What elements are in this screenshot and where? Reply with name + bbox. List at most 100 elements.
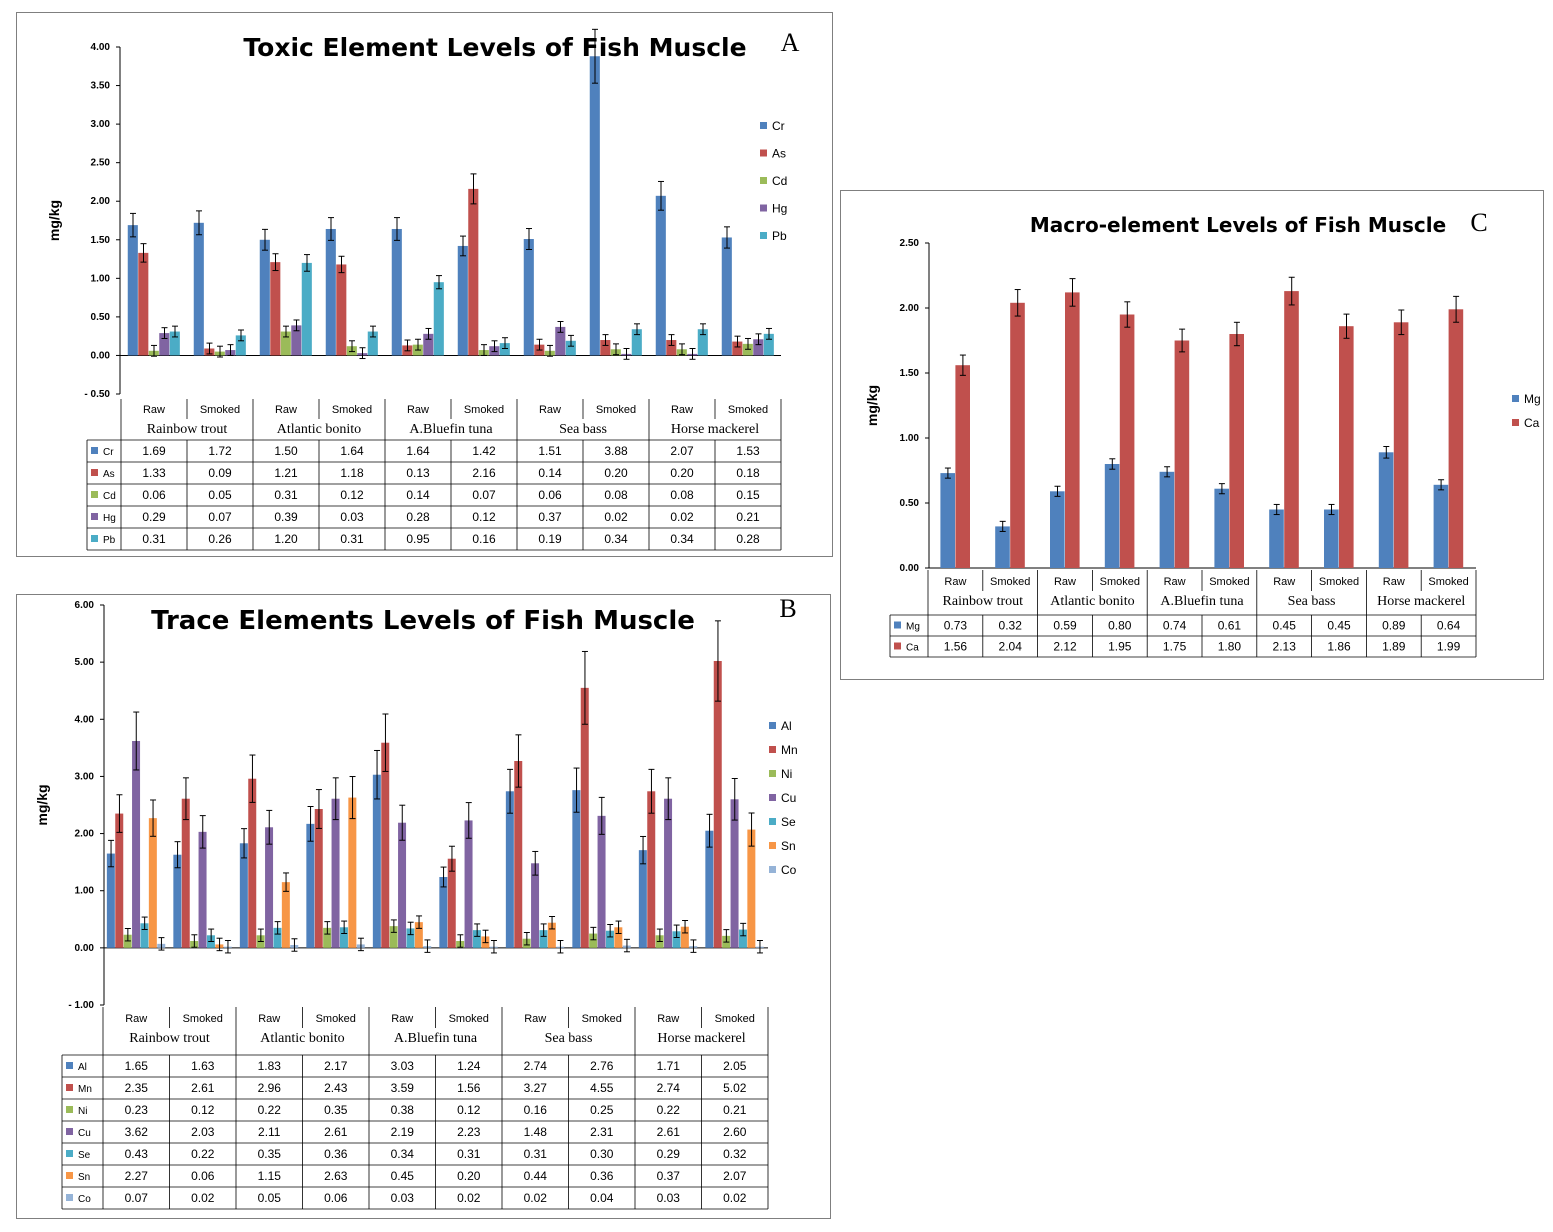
data-label: 0.12: [457, 1103, 481, 1117]
bar-Hg-4: [423, 333, 434, 356]
panel-letter: B: [779, 594, 796, 623]
row-swatch-Pb: [91, 535, 98, 542]
bar-Pb-7: [631, 329, 642, 356]
bar-As-8: [666, 340, 677, 356]
data-label: 0.74: [1163, 619, 1187, 633]
data-label: 1.56: [944, 640, 968, 654]
data-label: 1.99: [1437, 640, 1461, 654]
data-label: 0.03: [657, 1191, 681, 1205]
category-label: Smoked: [728, 404, 768, 416]
bar-Ca-4: [1174, 340, 1190, 568]
category-label: Smoked: [200, 404, 240, 416]
bar-Mn-9: [713, 661, 722, 948]
row-swatch-As: [91, 469, 98, 476]
legend-swatch-Mg: [1512, 395, 1519, 402]
data-label: 0.06: [324, 1191, 348, 1205]
data-label: 0.32: [999, 619, 1023, 633]
category-label: Raw: [125, 1013, 147, 1025]
data-label: 1.65: [125, 1059, 149, 1073]
legend-label-Se: Se: [781, 815, 796, 829]
y-tick-label: 1.50: [900, 368, 920, 379]
chart-title: Macro-element Levels of Fish Muscle: [1030, 213, 1446, 237]
bar-Ni-7: [589, 933, 598, 948]
group-label: Atlantic bonito: [260, 1031, 344, 1046]
data-label: 0.18: [736, 466, 760, 480]
bar-Cr-1: [193, 222, 204, 356]
legend-label-Hg: Hg: [772, 202, 787, 216]
bar-Cu-6: [531, 863, 540, 948]
bar-Mg-5: [1214, 488, 1229, 568]
macro-chart: Macro-element Levels of Fish Muscle C 2.50…: [864, 208, 1541, 658]
y-tick-label: 0.50: [900, 498, 920, 509]
data-label: 1.51: [538, 444, 562, 458]
bar-Mn-1: [181, 798, 190, 948]
data-label: 1.89: [1382, 640, 1406, 654]
data-label: 1.69: [142, 444, 166, 458]
data-label: 0.31: [457, 1147, 481, 1161]
legend-label-Cr: Cr: [772, 119, 785, 133]
bar-Se-2: [273, 927, 282, 948]
bar-Cr-8: [655, 195, 666, 356]
category-label: Smoked: [1428, 576, 1468, 588]
category-label: Raw: [1164, 576, 1186, 588]
row-swatch-Co: [66, 1194, 73, 1201]
data-label: 2.74: [657, 1081, 681, 1095]
legend-label-Sn: Sn: [781, 839, 796, 853]
bar-Ca-3: [1119, 314, 1135, 568]
data-label: 0.09: [208, 466, 232, 480]
data-label: 0.28: [736, 532, 760, 546]
data-label: 0.07: [208, 510, 232, 524]
bar-Mn-2: [248, 778, 257, 948]
y-tick-label: 2.50: [91, 158, 111, 169]
data-label: 0.39: [274, 510, 298, 524]
panel-letter: C: [1470, 208, 1487, 237]
legend-label-Ca: Ca: [1524, 416, 1540, 430]
data-label: 2.61: [657, 1125, 681, 1139]
data-label: 0.14: [538, 466, 562, 480]
category-label: Raw: [539, 404, 561, 416]
data-label: 0.02: [604, 510, 628, 524]
group-label: A.Bluefin tuna: [1160, 594, 1244, 609]
data-label: 2.03: [191, 1125, 215, 1139]
bar-Pb-3: [367, 331, 378, 356]
bar-Pb-6: [565, 340, 576, 356]
bar-Cr-2: [259, 239, 270, 356]
group-label: Rainbow trout: [147, 422, 228, 437]
bar-Ca-2: [1065, 292, 1080, 568]
bar-Sn-6: [547, 922, 556, 948]
bar-Sn-2: [281, 882, 290, 948]
data-label: 0.08: [670, 488, 694, 502]
data-label: 0.12: [472, 510, 496, 524]
legend-swatch-Se: [769, 818, 776, 825]
data-label: 0.30: [590, 1147, 614, 1161]
chart-title: Trace Elements Levels of Fish Muscle: [151, 606, 695, 636]
data-label: 3.62: [125, 1125, 149, 1139]
row-label-Al: Al: [78, 1062, 87, 1073]
data-label: 0.20: [457, 1169, 481, 1183]
row-swatch-Hg: [91, 513, 98, 520]
data-label: 0.05: [208, 488, 232, 502]
row-swatch-Mn: [66, 1084, 73, 1091]
legend-swatch-Hg: [760, 204, 767, 212]
bar-Mn-7: [580, 687, 589, 948]
toxic-chart: Toxic Element Levels of Fish Muscle A 4.00…: [46, 28, 800, 551]
category-label: Raw: [407, 404, 429, 416]
data-label: 0.89: [1382, 619, 1406, 633]
data-label: 0.02: [457, 1191, 481, 1205]
data-label: 0.02: [524, 1191, 548, 1205]
data-label: 1.64: [340, 444, 364, 458]
bar-Cr-3: [325, 228, 336, 356]
category-label: Smoked: [1100, 576, 1140, 588]
data-label: 0.07: [472, 488, 496, 502]
data-label: 2.60: [723, 1125, 747, 1139]
data-label: 0.02: [723, 1191, 747, 1205]
bar-Ni-3: [323, 927, 332, 948]
row-swatch-Sn: [66, 1172, 73, 1179]
legend-swatch-Al: [769, 722, 776, 729]
bar-Mg-3: [1104, 464, 1120, 568]
data-label: 1.86: [1327, 640, 1351, 654]
group-label: Sea bass: [559, 422, 607, 437]
data-label: 0.06: [142, 488, 166, 502]
group-label: Sea bass: [545, 1031, 593, 1046]
bar-Se-0: [140, 923, 149, 948]
